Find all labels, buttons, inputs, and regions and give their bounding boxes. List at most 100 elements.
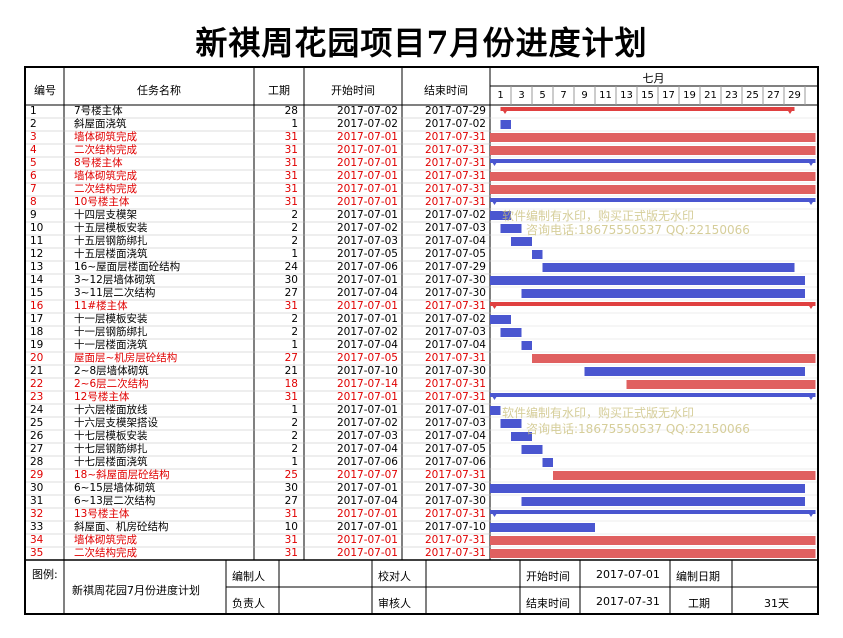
task-end: 2017-07-04 (424, 339, 486, 351)
task-id: 2 (30, 118, 37, 130)
task-end: 2017-07-05 (424, 248, 486, 260)
task-duration: 25 (284, 469, 298, 481)
day-tick-label: 7 (560, 90, 567, 101)
gantt-sheet: 编号 任务名称 工期 开始时间 结束时间 七月 1 3 5 7 9 11 13 15 17 19 2… (24, 66, 819, 615)
task-end: 2017-07-01 (424, 404, 486, 416)
task-end: 2017-07-06 (424, 456, 486, 468)
task-id: 13 (30, 261, 44, 273)
task-duration: 2 (291, 326, 298, 338)
task-name: 10号楼主体 (74, 196, 130, 208)
task-id: 29 (30, 469, 44, 481)
summary-start-marker (490, 159, 499, 166)
task-duration: 31 (284, 131, 298, 143)
header-duration: 工期 (268, 84, 290, 97)
task-id: 22 (30, 378, 44, 390)
task-id: 4 (30, 144, 37, 156)
day-tick-label: 27 (767, 90, 780, 101)
task-end: 2017-07-31 (424, 170, 486, 182)
task-name: 二次结构完成 (74, 547, 137, 559)
footer-end-label: 结束时间 (526, 597, 570, 610)
task-start: 2017-07-02 (336, 417, 398, 429)
header-id: 编号 (34, 84, 56, 97)
task-id: 11 (30, 235, 44, 247)
task-duration: 21 (284, 365, 298, 377)
summary-end-marker (806, 159, 816, 166)
task-id: 9 (30, 209, 37, 221)
task-id: 7 (30, 183, 37, 195)
task-name: 6~13层二次结构 (74, 495, 156, 507)
task-bar-red (490, 536, 816, 545)
task-id: 12 (30, 248, 44, 260)
task-start: 2017-07-01 (336, 157, 398, 169)
summary-bar (490, 510, 816, 514)
watermark-line3: 软件编制有水印，购买正式版无水印 (502, 406, 695, 420)
task-duration: 27 (284, 352, 298, 364)
task-duration: 31 (284, 508, 298, 520)
task-duration: 31 (284, 547, 298, 559)
watermark-line4: 咨询电话:18675550537 QQ:22150066 (526, 422, 750, 436)
task-name: 十五层楼面浇筑 (74, 248, 148, 260)
day-tick-label: 13 (620, 90, 633, 101)
task-duration: 1 (291, 404, 298, 416)
task-bar-red (490, 133, 816, 142)
task-end: 2017-07-30 (424, 274, 486, 286)
task-id: 33 (30, 521, 44, 533)
task-name: 12号楼主体 (74, 391, 130, 403)
task-name: 屋面层~机房层砼结构 (74, 352, 178, 364)
task-end: 2017-07-31 (424, 183, 486, 195)
task-name: 十六层支模架搭设 (74, 417, 158, 429)
task-start: 2017-07-04 (336, 287, 398, 299)
task-bar-blue (490, 523, 595, 532)
task-duration: 31 (284, 534, 298, 546)
task-id: 30 (30, 482, 44, 494)
task-id: 8 (30, 196, 37, 208)
task-start: 2017-07-07 (336, 469, 398, 481)
task-duration: 31 (284, 183, 298, 195)
task-end: 2017-07-04 (424, 430, 486, 442)
footer-responsible-label: 负责人 (232, 597, 265, 610)
footer-proofread-label: 校对人 (378, 570, 411, 583)
task-bar-blue (532, 250, 543, 259)
task-end: 2017-07-10 (424, 521, 486, 533)
task-end: 2017-07-03 (424, 326, 486, 338)
task-id: 17 (30, 313, 44, 325)
task-bar-blue (500, 328, 522, 337)
task-end: 2017-07-31 (424, 469, 486, 481)
task-id: 23 (30, 391, 44, 403)
task-duration: 31 (284, 300, 298, 312)
task-bar-blue (542, 458, 553, 467)
task-end: 2017-07-31 (424, 391, 486, 403)
task-id: 14 (30, 274, 44, 286)
task-duration: 2 (291, 235, 298, 247)
summary-start-marker (490, 510, 499, 517)
task-id: 6 (30, 170, 37, 182)
task-duration: 1 (291, 248, 298, 260)
header-end: 结束时间 (424, 84, 468, 97)
task-name: 7号楼主体 (74, 105, 123, 117)
day-tick-label: 17 (662, 90, 675, 101)
task-bar-blue (490, 315, 511, 324)
task-end: 2017-07-31 (424, 534, 486, 546)
task-name: 十五层钢筋绑扎 (74, 235, 148, 247)
task-bar-blue (511, 432, 532, 441)
task-duration: 27 (284, 287, 298, 299)
task-end: 2017-07-31 (424, 144, 486, 156)
task-duration: 18 (284, 378, 298, 390)
summary-bar (500, 107, 795, 111)
task-start: 2017-07-14 (336, 378, 398, 390)
footer-review-label: 审核人 (378, 597, 411, 610)
task-id: 15 (30, 287, 44, 299)
summary-end-marker (806, 510, 816, 517)
task-end: 2017-07-29 (424, 261, 486, 273)
task-end: 2017-07-31 (424, 352, 486, 364)
task-start: 2017-07-10 (336, 365, 398, 377)
footer-legend-label: 图例: (32, 568, 58, 581)
summary-bar (490, 302, 816, 306)
task-bar-blue (521, 445, 543, 454)
task-bar-blue (521, 289, 805, 298)
task-id: 27 (30, 443, 44, 455)
day-tick-label: 5 (539, 90, 546, 101)
task-name: 斜屋面浇筑 (74, 118, 127, 130)
task-start: 2017-07-01 (336, 391, 398, 403)
task-end: 2017-07-02 (424, 118, 486, 130)
